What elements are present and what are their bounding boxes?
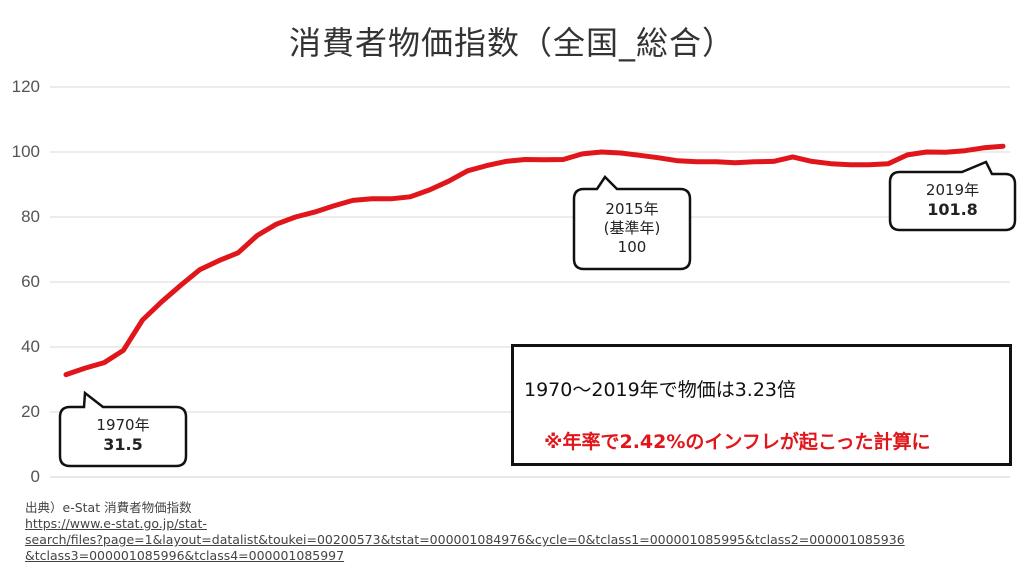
summary-growth-text: 1970～2019年で物価は3.23倍	[524, 379, 797, 401]
y-tick-40: 40	[21, 337, 40, 356]
y-tick-120: 120	[11, 77, 40, 96]
source-citation: 出典）e-Stat 消費者物価指数 https://www.e-stat.go.…	[25, 500, 905, 564]
callout-1970: 1970年 31.5	[60, 416, 186, 454]
callout-2015-note: (基準年)	[603, 219, 661, 237]
callout-2015-bubble	[572, 175, 692, 271]
callout-1970-bubble	[58, 390, 188, 468]
callout-2015-value: 100	[617, 238, 647, 256]
cpi-series-line	[63, 143, 1006, 378]
source-link-line2[interactable]: search/files?page=1&layout=datalist&touk…	[25, 532, 905, 547]
callout-2019-bubble	[888, 160, 1017, 232]
summary-inflation-note: ※年率で2.42%のインフレが起こった計算に	[544, 431, 931, 453]
y-tick-20: 20	[21, 402, 40, 421]
y-tick-0: 0	[30, 467, 40, 486]
source-link-line1[interactable]: https://www.e-stat.go.jp/stat-	[25, 516, 207, 531]
y-tick-60: 60	[21, 272, 40, 291]
source-link-line3[interactable]: &tclass3=000001085996&tclass4=0000010859…	[25, 548, 345, 563]
y-tick-100: 100	[11, 142, 40, 161]
summary-box: 1970～2019年で物価は3.23倍 ※年率で2.42%のインフレが起こった計…	[511, 344, 1012, 466]
callout-1970-value: 31.5	[103, 435, 143, 454]
y-tick-80: 80	[21, 207, 40, 226]
callout-2015: 2015年 (基準年) 100	[574, 200, 690, 257]
callout-2019-year: 2019年	[925, 181, 980, 199]
chart-title: 消費者物価指数（全国_総合）	[288, 24, 735, 62]
callout-2015-year: 2015年	[605, 200, 659, 218]
callout-1970-year: 1970年	[96, 416, 150, 434]
source-label: 出典）e-Stat 消費者物価指数	[25, 500, 192, 515]
callout-2019: 2019年 101.8	[890, 181, 1015, 219]
callout-2019-value: 101.8	[927, 200, 978, 219]
